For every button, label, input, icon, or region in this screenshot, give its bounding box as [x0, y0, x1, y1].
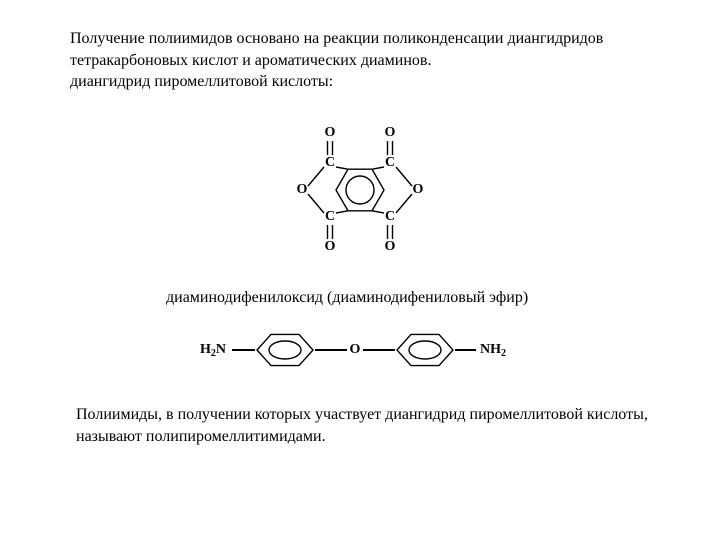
- pyromellitic-svg: CCCCOOOOOO: [240, 115, 480, 265]
- diaminodiphenyl-ether-structure: H2N O NH2: [170, 320, 550, 380]
- svg-text:H2N: H2N: [200, 342, 226, 359]
- svg-text:NH2: NH2: [480, 342, 506, 359]
- svg-text:O: O: [325, 125, 336, 140]
- conclusion-line-1: Полиимиды, в получении которых участвует…: [76, 404, 696, 426]
- pyromellitic-dianhydride-structure: CCCCOOOOOO: [240, 115, 480, 265]
- svg-text:O: O: [350, 342, 361, 357]
- svg-text:O: O: [385, 125, 396, 140]
- svg-text:C: C: [385, 209, 395, 224]
- diamine-oxide-label: диаминодифенилоксид (диаминодифениловый …: [166, 288, 528, 307]
- diamine-svg: H2N O NH2: [170, 320, 550, 380]
- svg-text:O: O: [385, 239, 396, 254]
- svg-text:C: C: [385, 155, 395, 170]
- intro-line-3: диангидрид пиромеллитовой кислоты:: [70, 71, 670, 93]
- intro-line-2: тетракарбоновых кислот и ароматических д…: [70, 50, 670, 72]
- svg-text:C: C: [325, 209, 335, 224]
- intro-line-1: Получение полиимидов основано на реакции…: [70, 28, 670, 50]
- intro-paragraph: Получение полиимидов основано на реакции…: [70, 28, 670, 93]
- conclusion-line-2: называют полипиромеллитимидами.: [76, 426, 696, 448]
- svg-text:O: O: [325, 239, 336, 254]
- page-root: Получение полиимидов основано на реакции…: [0, 0, 720, 540]
- conclusion-paragraph: Полиимиды, в получении которых участвует…: [76, 404, 696, 447]
- svg-text:O: O: [413, 182, 424, 197]
- svg-text:O: O: [297, 182, 308, 197]
- svg-text:C: C: [325, 155, 335, 170]
